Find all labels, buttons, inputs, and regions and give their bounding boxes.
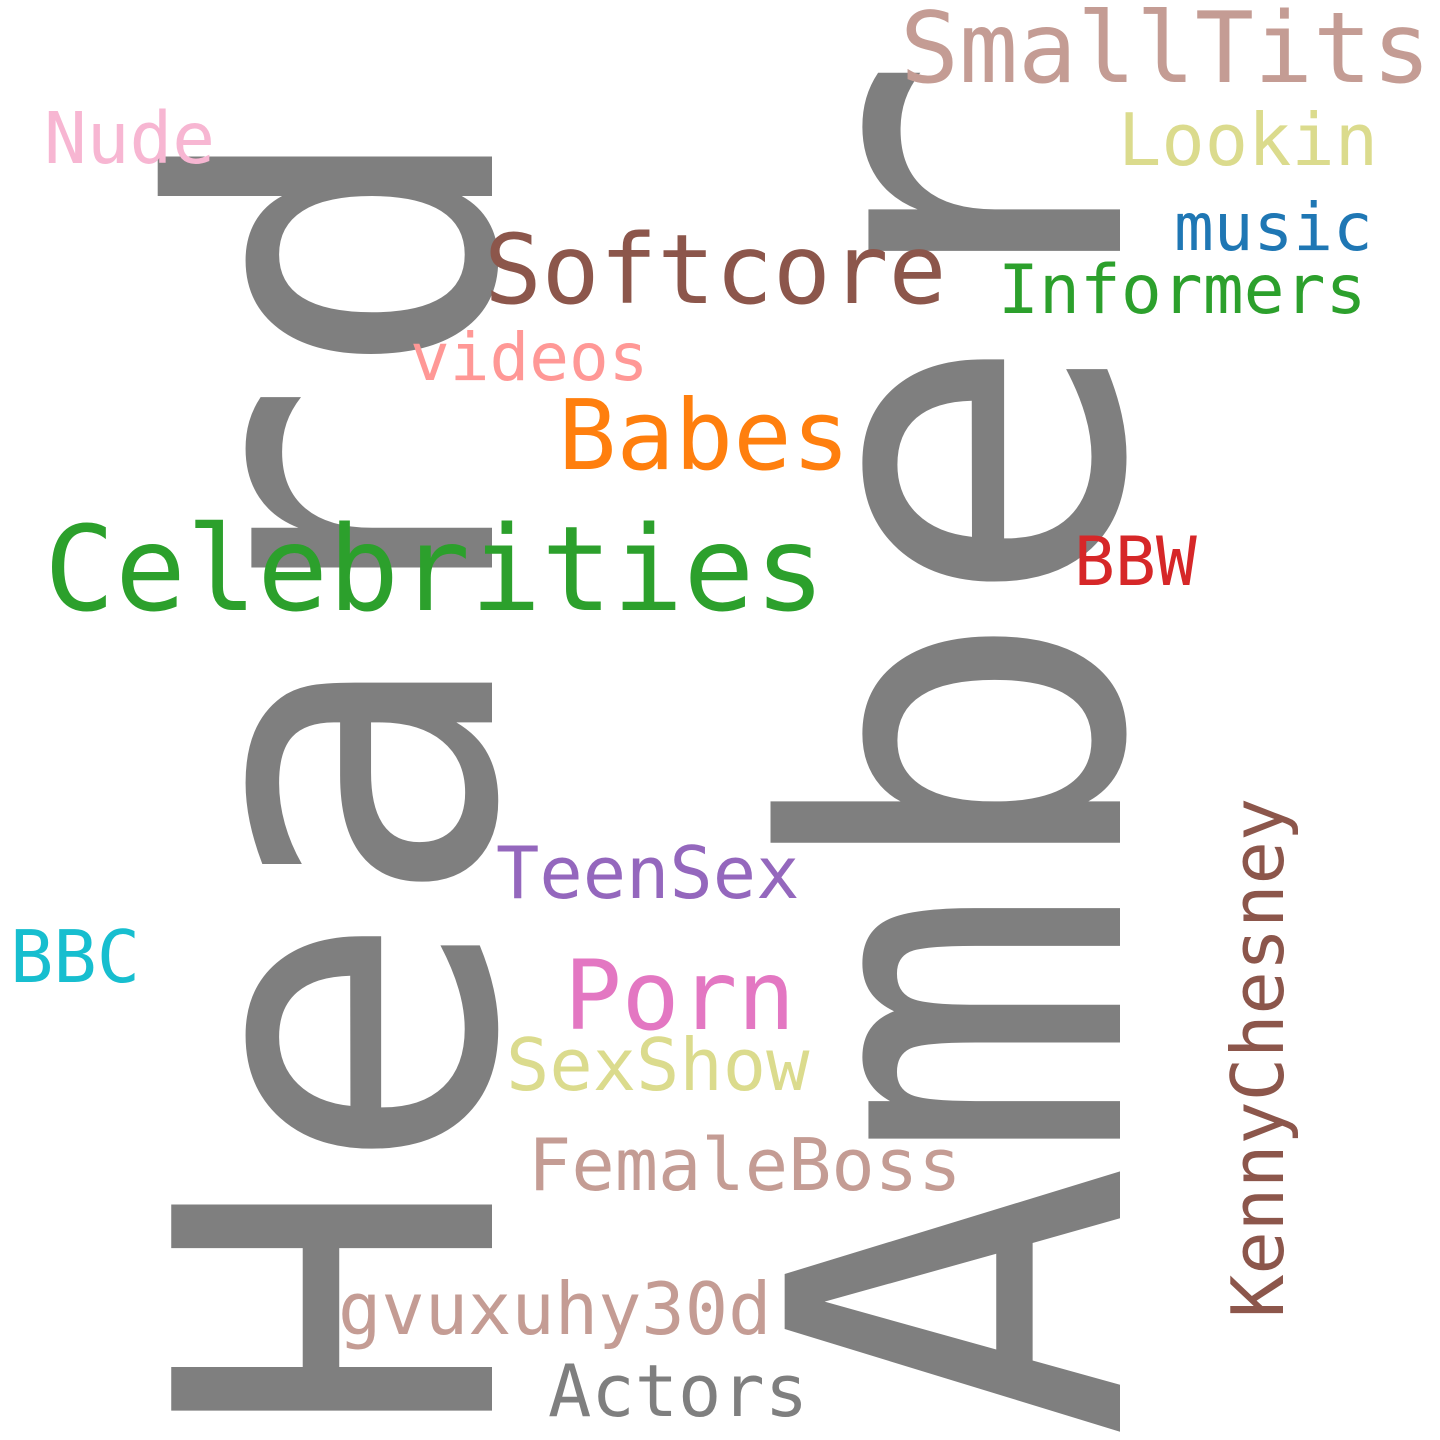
- word-softcore: Softcore: [484, 214, 947, 326]
- word-informers: Informers: [998, 251, 1367, 330]
- word-gvuxuhy30d: gvuxuhy30d: [338, 1267, 772, 1351]
- word-teensex: TeenSex: [496, 831, 800, 915]
- word-femaleboss: FemaleBoss: [528, 1123, 962, 1207]
- word-smalltits: SmallTits: [900, 0, 1432, 106]
- word-actors: Actors: [548, 1349, 809, 1433]
- word-bbw: BBW: [1074, 523, 1197, 602]
- word-kennychesney: KennyChesney: [1216, 797, 1300, 1318]
- word-music: music: [1174, 189, 1373, 266]
- word-porn: Porn: [564, 940, 796, 1052]
- word-bbc: BBC: [10, 915, 141, 999]
- word-nude: Nude: [44, 97, 215, 180]
- word-videos: videos: [410, 319, 649, 396]
- word-lookin: Lookin: [1118, 98, 1379, 182]
- word-babes: Babes: [558, 379, 850, 492]
- word-sexshow: SexShow: [506, 1023, 810, 1107]
- word-celebrities: Celebrities: [44, 500, 826, 638]
